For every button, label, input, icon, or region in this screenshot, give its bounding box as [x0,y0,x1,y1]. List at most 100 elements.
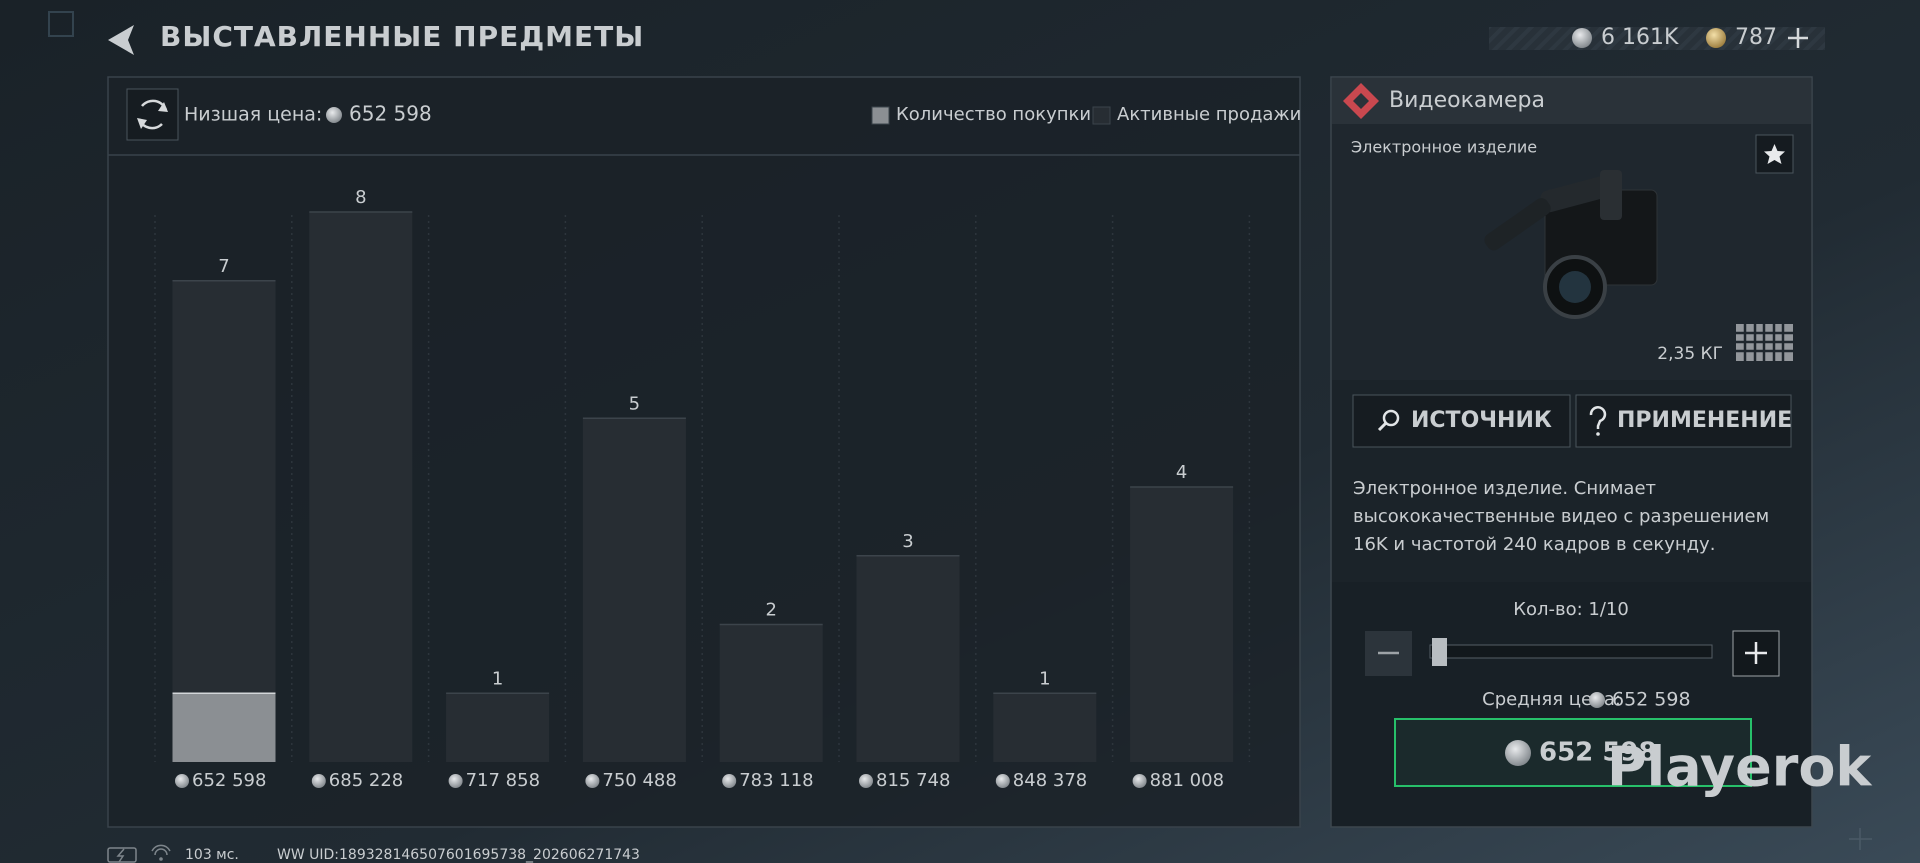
size-grid-icon [1736,324,1793,361]
gold-coin-icon [1706,28,1726,48]
corner-cross [1849,828,1872,850]
coin-icon [859,774,873,788]
back-arrow [108,25,134,55]
coin-icon [1505,740,1531,766]
lowest-price-label: Низшая цена: [184,104,322,126]
bar [1130,487,1234,762]
coin-icon [326,107,342,123]
usage-button[interactable]: ПРИМЕНЕНИЕ [1575,394,1792,448]
refresh-button[interactable] [126,88,179,141]
search-icon-handle [1377,421,1388,432]
rarity-icon-inner [1353,93,1369,109]
x-tick-label: 652 598 [192,770,266,791]
favorite-button[interactable] [1755,134,1794,174]
value-label: 2 [765,600,776,621]
x-tick-label: 685 228 [329,770,403,791]
buy-price: 652 598 [1539,738,1657,768]
charging-icon [116,848,125,863]
value-label: 3 [902,531,913,552]
star-icon [1764,144,1785,164]
quantity-label: Кол-во: 1/10 [1513,599,1629,620]
source-button-box [1352,394,1571,448]
bar [582,418,686,762]
silver-amount: 6 161K [1601,25,1679,50]
bar [309,212,413,762]
value-label: 8 [355,187,366,208]
description-line: 16K и частотой 240 кадров в секунду. [1353,534,1715,555]
coin-icon [1589,692,1605,708]
value-label: 7 [218,256,229,277]
x-tick-label: 783 118 [739,770,813,791]
chart-panel [107,76,1301,828]
legend: Количество покупки Активные продажи [871,104,1301,125]
item-weight: 2,35 КГ [1657,344,1723,364]
item-description: Электронное изделие. Снимает высококачест… [1353,478,1769,555]
corner-square [48,11,74,37]
search-icon [1382,409,1400,427]
legend-label: Количество покупки [896,104,1091,125]
camera-grip [1484,198,1551,251]
source-button-label: ИСТОЧНИК [1411,408,1552,433]
bar [172,693,276,762]
bar [719,624,823,762]
question-icon [1589,406,1607,429]
description-line: Электронное изделие. Снимает [1353,478,1656,499]
x-tick-label: 848 378 [1013,770,1087,791]
average-price-label: Средняя цена: [1482,689,1621,710]
bar [856,555,960,762]
item-kind: Электронное изделие [1351,138,1537,157]
page-title: ВЫСТАВЛЕННЫЕ ПРЕДМЕТЫ [160,20,644,53]
coin-icon [175,774,189,788]
description-line: высококачественные видео с разрешением [1353,506,1769,527]
camera-handle [1540,173,1620,213]
legend-swatch [871,106,890,125]
currency-strip [1489,27,1825,50]
refresh-arrows [137,102,168,129]
coin-icon [1132,774,1147,788]
item-header [1332,78,1811,124]
coin-icon [311,774,326,788]
usage-button-label: ПРИМЕНЕНИЕ [1617,408,1792,433]
value-label: 1 [492,668,503,689]
plus-icon [1788,28,1808,48]
x-tick-label: 750 488 [602,770,676,791]
usage-button-box [1575,394,1792,448]
battery-icon [107,847,137,863]
coin-icon [585,774,600,788]
lowest-price: 652 598 [349,102,432,126]
slider-track [1429,644,1713,659]
bar [993,693,1097,762]
value-label: 5 [629,393,640,414]
question-dot [1596,432,1600,436]
size-grid-lines [1736,324,1793,361]
source-button[interactable]: ИСТОЧНИК [1352,394,1571,448]
wifi-icon [151,844,171,856]
plus-icon [1745,642,1767,664]
slider-handle [1432,638,1447,666]
back-button[interactable] [108,25,134,55]
coin-icon [448,774,463,788]
uid: WW UID:189328146507601695738_20260627174… [277,847,640,863]
bar [172,280,276,762]
x-tick-label: 815 748 [876,770,950,791]
ping: 103 мс. [185,847,239,863]
buy-button-box [1394,718,1752,787]
wifi-dot [159,857,163,861]
add-currency-button[interactable] [1788,28,1808,48]
legend-label: Активные продажи [1117,104,1301,125]
quantity-slider[interactable] [1429,638,1713,666]
value-label: 4 [1176,462,1187,483]
item-name: Видеокамера [1389,88,1545,113]
x-tick-label: 717 858 [466,770,540,791]
increase-button[interactable] [1732,630,1780,677]
decrease-button[interactable] [1365,631,1412,676]
coin-icon [995,774,1010,788]
camera-glass [1559,271,1591,303]
average-price: 652 598 [1612,689,1691,711]
buy-button[interactable]: 652 598 [1394,718,1752,787]
legend-swatch [1092,106,1111,125]
value-label: 1 [1039,668,1050,689]
plot: 7 8 1 5 2 3 1 4 652 598 685 228 717 858 750 488 783 … [154,187,1251,791]
